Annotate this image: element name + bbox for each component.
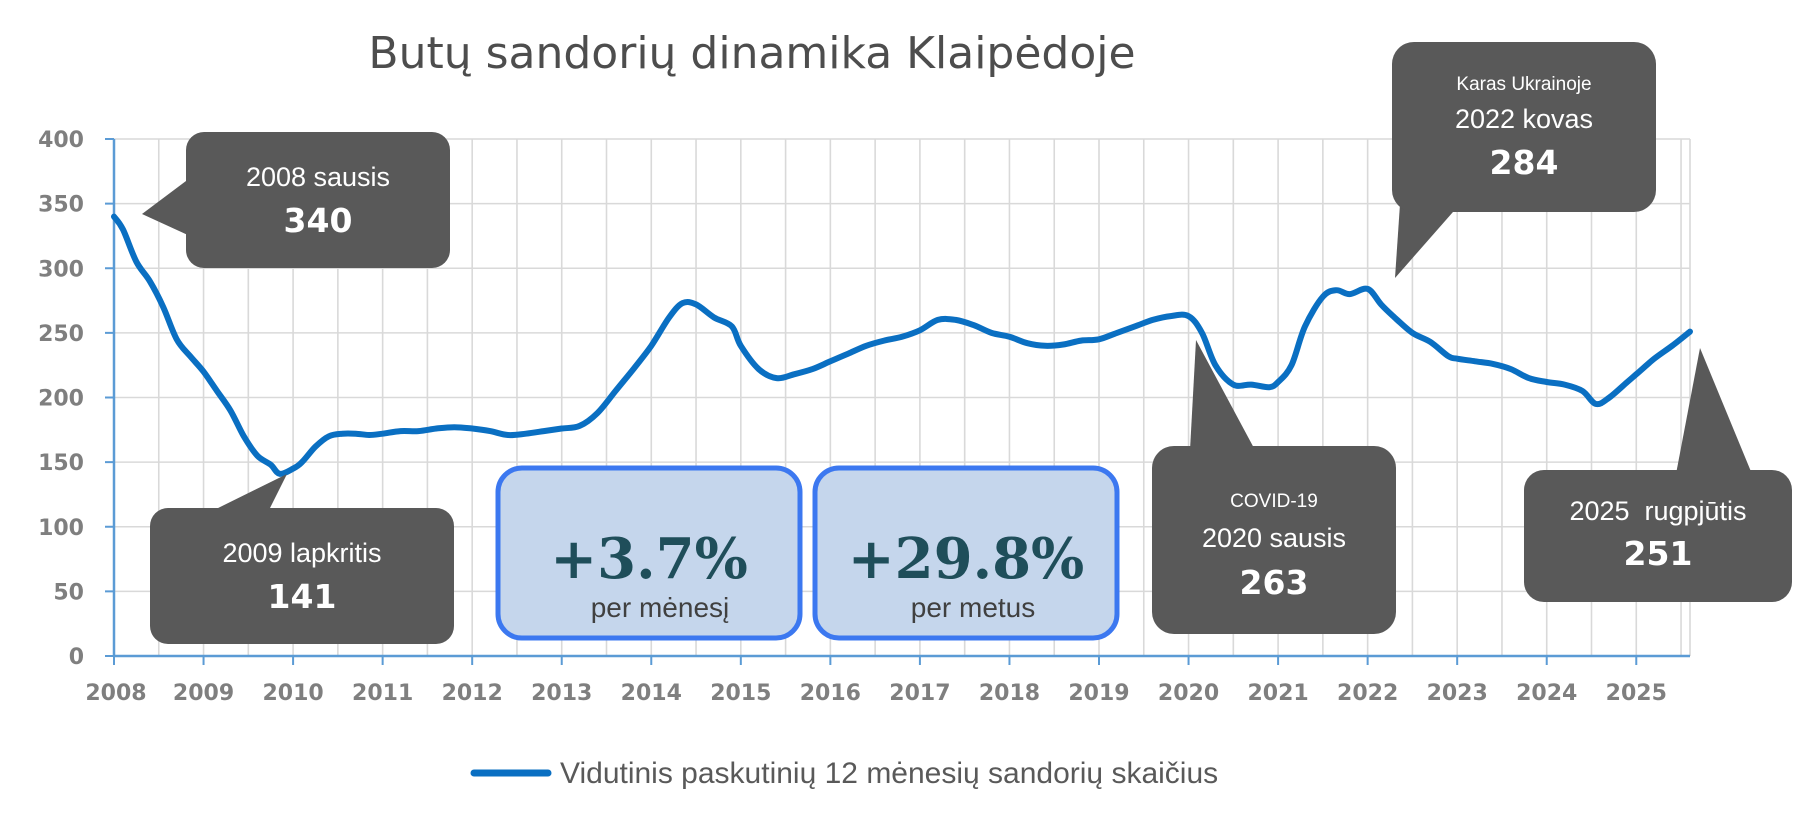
callout-label: 2009 lapkritis <box>222 538 381 568</box>
callout-note: COVID-19 <box>1230 491 1318 512</box>
callout-note: Karas Ukrainoje <box>1456 74 1591 95</box>
callout-box <box>1524 470 1792 602</box>
legend: Vidutinis paskutinių 12 mėnesių sandorių… <box>470 757 1218 790</box>
x-tick-label: 2020 <box>1158 681 1219 706</box>
x-tick-label: 2019 <box>1068 681 1129 706</box>
y-tick-label: 0 <box>69 645 84 670</box>
x-tick-label: 2023 <box>1427 681 1488 706</box>
x-tick-label: 2010 <box>262 681 323 706</box>
x-tick-label: 2015 <box>710 681 771 706</box>
callout-war-ukraine-2022: Karas Ukrainoje 2022 kovas 284 <box>1392 42 1656 278</box>
x-tick-label: 2018 <box>979 681 1040 706</box>
x-tick-label: 2008 <box>85 681 146 706</box>
x-tick-label: 2012 <box>442 681 503 706</box>
x-axis-tick-labels: 2008 2009 2010 2011 2012 2013 2014 2015 2016 2017… <box>85 681 1667 706</box>
stat-box <box>495 465 803 641</box>
x-tick-label: 2024 <box>1516 681 1577 706</box>
stat-monthly-change: +3.7% per mėnesį <box>495 465 803 641</box>
stat-label: per metus <box>911 592 1036 623</box>
stat-value: +3.7% <box>550 526 748 592</box>
y-tick-label: 400 <box>38 128 84 153</box>
callout-label: 2008 sausis <box>246 162 390 192</box>
callout-label: 2022 kovas <box>1455 104 1593 134</box>
callout-value: 141 <box>268 577 337 616</box>
callout-label: 2025 rugpjūtis <box>1569 496 1746 526</box>
y-tick-label: 250 <box>38 322 84 347</box>
series-group <box>111 213 1693 477</box>
y-tick-label: 50 <box>53 580 84 605</box>
y-axis-tick-labels: 0 50 100 150 200 250 300 350 400 <box>38 128 84 670</box>
y-tick-label: 350 <box>38 193 84 218</box>
callout-pointer <box>1190 340 1255 450</box>
callout-value: 263 <box>1240 563 1309 602</box>
callout-value: 251 <box>1624 534 1693 573</box>
y-tick-label: 200 <box>38 387 84 412</box>
stat-value: +29.8% <box>848 526 1085 592</box>
stat-yearly-change: +29.8% per metus <box>812 465 1120 641</box>
callout-pointer <box>142 178 190 236</box>
legend-label: Vidutinis paskutinių 12 mėnesių sandorių… <box>560 757 1218 790</box>
stat-box <box>812 465 1120 641</box>
callout-box <box>1392 42 1656 212</box>
stat-label: per mėnesį <box>591 592 730 623</box>
callout-label: 2020 sausis <box>1202 523 1346 553</box>
x-tick-label: 2016 <box>800 681 861 706</box>
x-tick-label: 2021 <box>1247 681 1308 706</box>
callout-covid-2020: COVID-19 2020 sausis 263 <box>1152 340 1396 634</box>
callout-box <box>186 132 450 268</box>
callout-pointer <box>1395 204 1460 278</box>
callout-value: 284 <box>1490 143 1559 182</box>
x-tick-label: 2022 <box>1337 681 1398 706</box>
x-tick-label: 2014 <box>621 681 682 706</box>
y-tick-label: 150 <box>38 451 84 476</box>
callout-pointer <box>1676 348 1752 474</box>
series-line-0 <box>111 213 1693 477</box>
callout-pointer <box>210 474 287 512</box>
x-tick-label: 2025 <box>1606 681 1667 706</box>
callout-box <box>1152 446 1396 634</box>
callout-value: 340 <box>284 201 353 240</box>
chart-title: Butų sandorių dinamika Klaipėdoje <box>368 28 1135 79</box>
callout-box <box>150 508 454 644</box>
callout-2008-january: 2008 sausis 340 <box>142 132 450 268</box>
y-tick-label: 300 <box>38 257 84 282</box>
y-tick-label: 100 <box>38 516 84 541</box>
x-tick-label: 2011 <box>352 681 413 706</box>
x-tick-label: 2009 <box>173 681 234 706</box>
x-tick-label: 2013 <box>531 681 592 706</box>
callout-2009-november: 2009 lapkritis 141 <box>150 474 454 644</box>
callout-2025-august: 2025 rugpjūtis 251 <box>1524 348 1792 602</box>
axes <box>105 138 1690 665</box>
x-tick-label: 2017 <box>889 681 950 706</box>
